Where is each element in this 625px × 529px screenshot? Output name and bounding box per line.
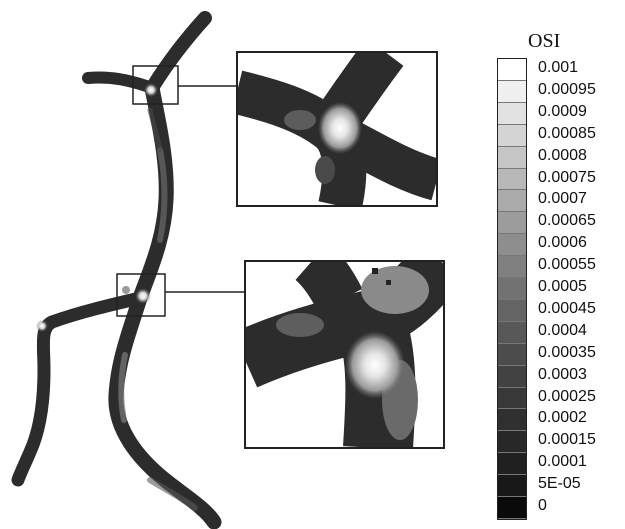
legend-swatch [498, 409, 526, 432]
selection-box-lower [116, 273, 166, 317]
zoom-panel-lower [245, 261, 444, 448]
hotspot-lower [135, 288, 151, 304]
legend-swatch [498, 453, 526, 476]
artery-left-top-branch [82, 71, 158, 94]
legend-swatch [498, 102, 526, 125]
legend-label: 0.00025 [538, 387, 596, 405]
legend-swatch [498, 168, 526, 191]
legend-label: 0 [538, 497, 547, 514]
legend-label: 0.0001 [538, 453, 587, 471]
legend-label: 0.0006 [538, 234, 587, 252]
hotspot-left-bend [36, 320, 48, 332]
legend-swatch [498, 299, 526, 322]
legend-label: 0.0003 [538, 365, 587, 383]
legend-label: 0.0008 [538, 146, 587, 164]
legend-label: 0.0007 [538, 190, 587, 208]
legend-swatch [498, 321, 526, 344]
artery-left-lower-branch [11, 291, 147, 487]
artery-top-branch [145, 11, 212, 95]
artery-main [11, 11, 222, 529]
legend-swatch [498, 59, 526, 81]
legend-swatch [498, 212, 526, 235]
legend-swatch [498, 475, 526, 498]
legend-label: 0.00055 [538, 256, 596, 274]
legend-swatch [498, 431, 526, 454]
legend-title: OSI [528, 30, 561, 52]
legend-label: 0.0002 [538, 409, 587, 427]
legend-label: 0.00085 [538, 124, 596, 142]
legend-label: 0.0004 [538, 321, 587, 339]
legend-label: 5E-05 [538, 475, 581, 493]
legend-swatch [498, 387, 526, 410]
legend-swatch [498, 146, 526, 169]
legend-label: 0.00015 [538, 431, 596, 449]
legend-swatch [498, 190, 526, 213]
legend-swatch [498, 365, 526, 388]
legend-label: 0.00045 [538, 299, 596, 317]
legend-label: 0.0009 [538, 102, 587, 120]
selection-box-upper [132, 65, 179, 105]
legend-swatch [498, 278, 526, 300]
legend-swatch [498, 343, 526, 366]
legend-swatch [498, 124, 526, 147]
zoom-frame-lower [244, 260, 445, 449]
legend-swatch [498, 80, 526, 103]
legend-label: 0.00035 [538, 343, 596, 361]
legend-label: 0.0005 [538, 278, 587, 295]
legend-swatch [498, 497, 526, 519]
legend-label: 0.00075 [538, 168, 596, 186]
legend-label: 0.001 [538, 59, 579, 76]
legend-label: 0.00095 [538, 80, 596, 98]
zoom-panel-upper [237, 52, 437, 206]
legend-swatch [498, 256, 526, 279]
zoom-frame-upper [236, 51, 438, 207]
legend-swatch [498, 234, 526, 257]
legend-colorbar [497, 58, 527, 520]
hotspot-upper [144, 83, 158, 97]
legend-label: 0.00065 [538, 212, 596, 230]
